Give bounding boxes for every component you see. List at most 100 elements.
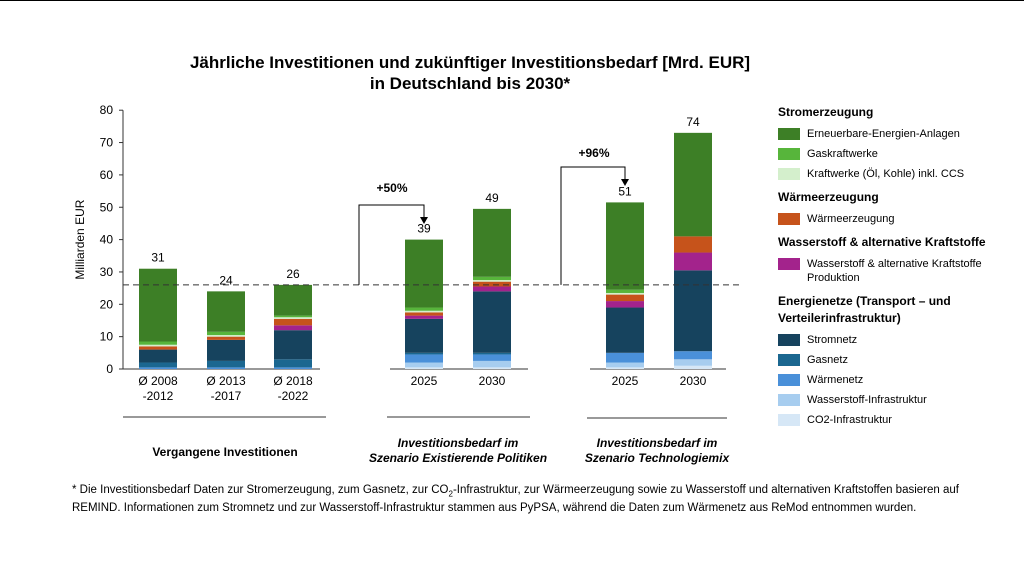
legend-label: Gasnetz [807, 354, 848, 366]
bar-segment [405, 312, 443, 316]
bar-segment [674, 359, 712, 366]
legend-swatch [778, 128, 800, 140]
legend-swatch [778, 394, 800, 406]
bar-segment [674, 365, 712, 369]
y-tick-label: 20 [100, 297, 114, 311]
legend-swatch [778, 148, 800, 160]
bar-segment [139, 341, 177, 345]
bar-segment [207, 367, 245, 369]
legend-item: Wasserstoff-Infrastruktur [778, 393, 1018, 407]
bar-segment [674, 236, 712, 253]
bar-segment [207, 331, 245, 336]
growth-arrow-line [560, 166, 626, 285]
bar-segment [207, 336, 245, 340]
footnote-text-part-2: -Infrastruktur, zur Wärmeerzeugung sowie… [72, 484, 959, 515]
bar-segment [405, 354, 443, 363]
top-border-line [0, 0, 1024, 1]
bar-segment [606, 352, 644, 363]
footnote-text-part-1: * Die Investitionsbedarf Daten zur Strom… [72, 484, 449, 496]
bar-segment [274, 317, 312, 319]
bar-segment [207, 339, 245, 361]
bar-segment [674, 132, 712, 237]
bar-segment [606, 307, 644, 353]
legend-label: Wasserstoff-Infrastruktur [807, 394, 927, 406]
x-category-label: Ø 2018 [273, 374, 313, 388]
bar-segment [674, 270, 712, 352]
x-category-label: -2012 [143, 389, 174, 403]
bar-segment [274, 318, 312, 326]
y-tick-label: 50 [100, 200, 114, 214]
bar-total-label: 49 [485, 191, 499, 205]
legend-swatch [778, 213, 800, 225]
legend-item: Wärmenetz [778, 373, 1018, 387]
x-category-label: -2022 [278, 389, 309, 403]
y-tick-label: 10 [100, 330, 114, 344]
legend-label: Wärmeerzeugung [807, 213, 895, 225]
chart-title: Jährliche Investitionen und zukünftiger … [80, 52, 860, 94]
bar-segment [606, 367, 644, 369]
bar-segment [274, 325, 312, 331]
bar-segment [606, 301, 644, 308]
bar-segment [606, 289, 644, 293]
y-tick-label: 0 [106, 362, 113, 376]
bar-total-label: 74 [686, 115, 700, 129]
x-category-label: -2017 [211, 389, 242, 403]
bar-segment [139, 344, 177, 347]
bar-segment [473, 291, 511, 353]
bar-total-label: 31 [151, 251, 165, 265]
bar-segment [405, 318, 443, 353]
bar-segment [473, 208, 511, 277]
legend-item: CO2-Infrastruktur [778, 413, 1018, 427]
legend-label: Stromnetz [807, 334, 858, 346]
bar-segment [606, 362, 644, 368]
bar-segment [405, 239, 443, 308]
legend-swatch [778, 168, 800, 180]
bar-segment [139, 367, 177, 369]
bar-segment [139, 268, 177, 342]
x-category-label: Ø 2013 [206, 374, 246, 388]
bar-segment [139, 362, 177, 368]
bar-segment [405, 310, 443, 313]
bar-segment [473, 276, 511, 281]
y-tick-label: 30 [100, 265, 114, 279]
group-label: Vergangene Investitionen [152, 445, 297, 459]
legend-swatch [778, 354, 800, 366]
growth-label: +50% [376, 181, 407, 195]
x-category-label: 2030 [680, 374, 707, 388]
group-label: Szenario Technologiemix [585, 451, 731, 465]
growth-arrow-head [621, 179, 629, 186]
bar-segment [606, 294, 644, 302]
bar-segment [405, 352, 443, 355]
x-category-label: 2025 [411, 374, 438, 388]
footnote: * Die Investitionsbedarf Daten zur Strom… [72, 483, 1002, 516]
legend-item: Wärmeerzeugung [778, 212, 1018, 226]
bar-segment [405, 362, 443, 368]
bar-segment [139, 346, 177, 350]
legend-swatch [778, 374, 800, 386]
bar-segment [405, 315, 443, 319]
group-label: Investitionsbedarf im [398, 436, 519, 450]
bar-segment [674, 351, 712, 360]
group-label: Investitionsbedarf im [597, 436, 718, 450]
legend-swatch [778, 334, 800, 346]
legend-group-heading: Stromerzeugung [778, 105, 874, 119]
bar-segment [473, 286, 511, 292]
bar-total-label: 51 [618, 184, 632, 198]
growth-arrow-line [358, 204, 425, 285]
growth-arrow-head [420, 217, 428, 224]
legend-item: Wasserstoff & alternative Kraftstoffe Pr… [778, 257, 1018, 285]
bar-total-label: 24 [219, 273, 233, 287]
bar-segment [274, 284, 312, 316]
group-label: Szenario Existierende Politiken [369, 451, 547, 465]
legend-label: CO2-Infrastruktur [807, 414, 892, 426]
bar-segment [207, 360, 245, 368]
bar-total-label: 26 [286, 267, 300, 281]
bar-segment [207, 335, 245, 337]
legend-item: Gaskraftwerke [778, 147, 1018, 161]
legend-label: Gaskraftwerke [807, 148, 878, 160]
legend-swatch [778, 258, 800, 270]
legend-group-heading: Wasserstoff & alternative Kraftstoffe [778, 235, 986, 249]
legend-item: Kraftwerke (Öl, Kohle) inkl. CCS [778, 167, 1018, 181]
bar-segment [473, 360, 511, 368]
